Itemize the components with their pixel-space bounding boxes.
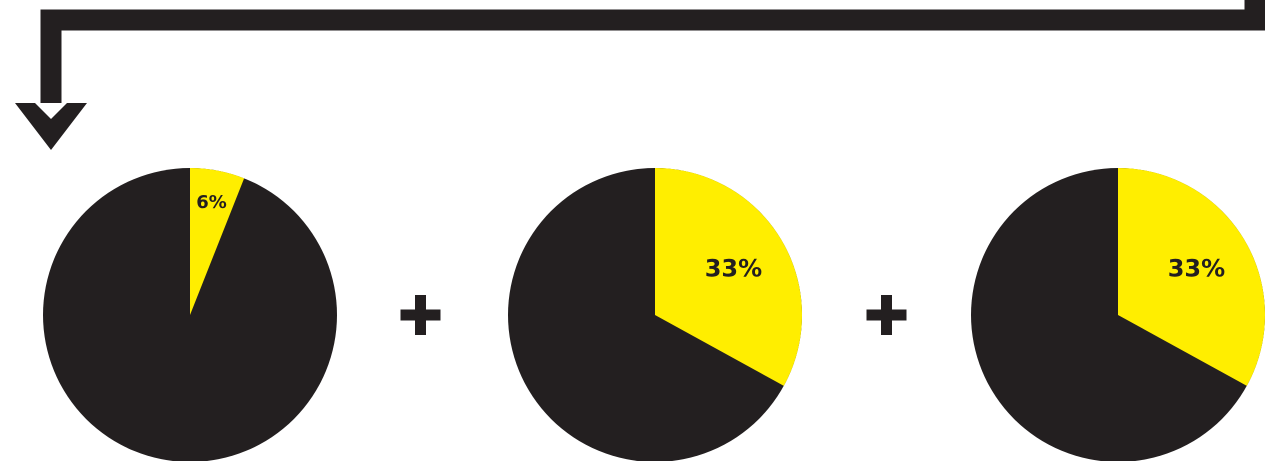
- operators: [400, 295, 907, 335]
- plus-icon: [400, 295, 441, 335]
- pie-chart-2: 33%: [508, 168, 802, 461]
- pie-3-slice-1: [1118, 168, 1265, 386]
- pie-chart-1: 6%: [43, 168, 337, 461]
- pie-2-slice-1: [655, 168, 802, 386]
- pie-chart-3: 33%: [971, 168, 1265, 461]
- connector-line: [40, 0, 1265, 103]
- pie-1-slice-1: [190, 168, 245, 315]
- pie-3-data-label: 33%: [1168, 255, 1225, 283]
- pie-2-data-label: 33%: [705, 255, 762, 283]
- plus-icon: [866, 295, 907, 335]
- pie-charts: 6% 33% 33%: [43, 168, 1265, 461]
- pie-1-data-label: 6%: [196, 192, 227, 213]
- arrow-head: [15, 103, 87, 150]
- bent-arrow-down-icon: [15, 0, 1265, 150]
